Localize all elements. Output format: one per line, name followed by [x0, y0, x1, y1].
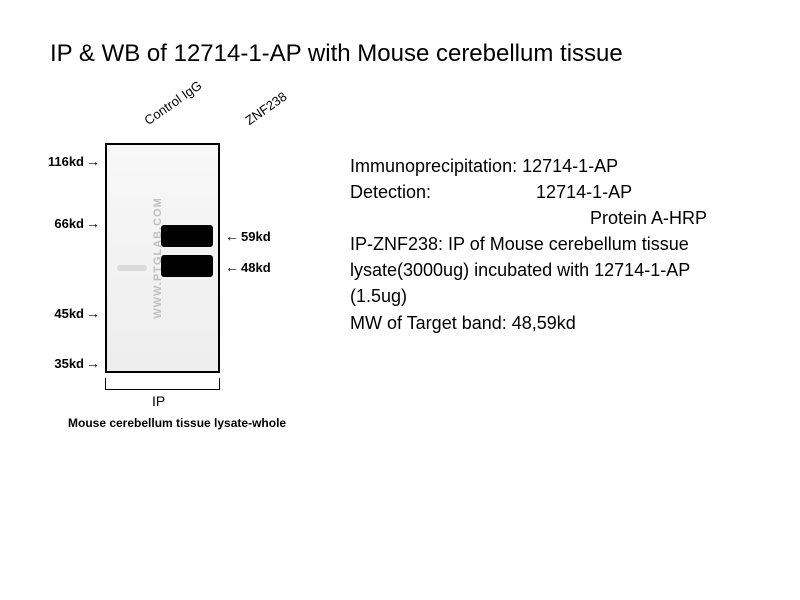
arrow-right-icon: → [86, 305, 100, 321]
arrow-left-icon: ← [225, 228, 239, 244]
band-48kd [161, 255, 213, 277]
faint-band-control [117, 265, 147, 271]
desc-protein: Protein A-HRP [350, 205, 770, 231]
lane-labels: Control IgG ZNF238 [140, 93, 268, 108]
band-label-48: ←48kd [225, 259, 271, 275]
desc-lysate: lysate(3000ug) incubated with 12714-1-AP [350, 257, 770, 283]
desc-ip: Immunoprecipitation: 12714-1-AP [350, 153, 770, 179]
band-label-59: ←59kd [225, 228, 271, 244]
desc-amount: (1.5ug) [350, 283, 770, 309]
ip-label: IP [152, 393, 165, 409]
mw-marker-45: 45kd→ [54, 305, 100, 321]
lane-label-znf238: ZNF238 [243, 89, 290, 128]
mw-marker-66: 66kd→ [54, 215, 100, 231]
arrow-right-icon: → [86, 215, 100, 231]
western-blot-section: Control IgG ZNF238 116kd→ 66kd→ 45kd→ [30, 98, 320, 373]
desc-mw: MW of Target band: 48,59kd [350, 310, 770, 336]
arrow-right-icon: → [86, 355, 100, 371]
mw-marker-116: 116kd→ [48, 153, 100, 169]
band-59kd [161, 225, 213, 247]
experiment-description: Immunoprecipitation: 12714-1-AP Detectio… [350, 98, 770, 336]
figure-title: IP & WB of 12714-1-AP with Mouse cerebel… [30, 40, 770, 68]
content-row: Control IgG ZNF238 116kd→ 66kd→ 45kd→ [30, 98, 770, 373]
blot-membrane: WWW.PTGLAB.COM [105, 143, 220, 373]
blot-area: 116kd→ 66kd→ 45kd→ 35kd→ WWW.PTGLAB.COM [30, 143, 320, 373]
ip-bracket [105, 378, 220, 390]
mw-marker-35: 35kd→ [54, 355, 100, 371]
arrow-right-icon: → [86, 153, 100, 169]
lane-label-control: Control IgG [141, 78, 204, 128]
desc-detection: Detection:12714-1-AP [350, 179, 770, 205]
molecular-weight-markers: 116kd→ 66kd→ 45kd→ 35kd→ [30, 143, 100, 373]
blot-caption: Mouse cerebellum tissue lysate-whole [68, 416, 286, 430]
arrow-left-icon: ← [225, 259, 239, 275]
desc-ip-znf: IP-ZNF238: IP of Mouse cerebellum tissue [350, 231, 770, 257]
main-container: IP & WB of 12714-1-AP with Mouse cerebel… [0, 0, 800, 600]
